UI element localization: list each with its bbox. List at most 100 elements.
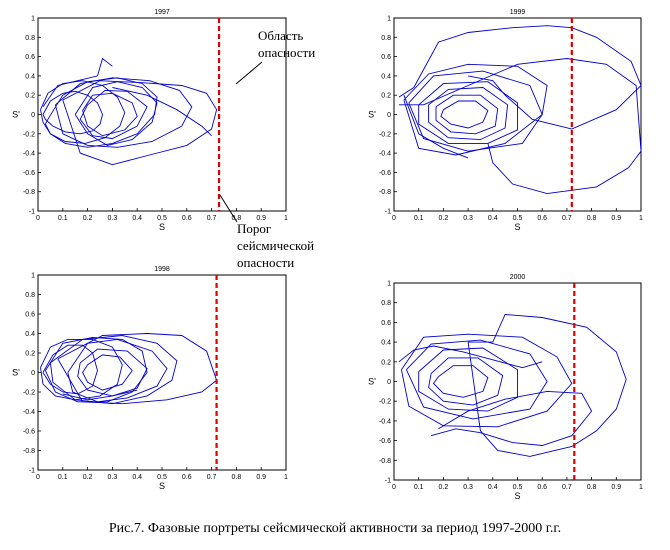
y-tick-label: -0.6 [23, 429, 35, 436]
trajectory-series-7 [74, 81, 158, 146]
y-tick-label: -0.2 [23, 131, 35, 138]
y-tick-label: 0.6 [25, 312, 35, 319]
y-tick-label: -1 [29, 209, 35, 216]
x-tick-label: 0.1 [58, 474, 68, 481]
x-tick-label: 0.2 [83, 215, 93, 222]
x-tick-label: 0.8 [232, 215, 242, 222]
y-tick-label: -1 [385, 478, 391, 485]
x-tick-label: 0.2 [439, 215, 449, 222]
y-tick-label: 0.2 [381, 359, 391, 366]
y-tick-label: 0.8 [381, 35, 391, 42]
series-group [398, 314, 627, 457]
trajectory-series-1 [428, 357, 504, 406]
series-group [40, 57, 218, 166]
annotation-danger-zone-line2: опасности [258, 45, 315, 60]
y-tick-label: -0.6 [379, 170, 391, 177]
x-tick-label: 0.6 [537, 215, 547, 222]
x-tick-label: 0.9 [611, 484, 621, 491]
x-tick-label: 0.7 [207, 474, 217, 481]
annotation-threshold-pointer [219, 194, 238, 223]
y-tick-label: -1 [29, 468, 35, 475]
x-tick-label: 0.6 [182, 215, 192, 222]
trajectory-series-8 [62, 389, 138, 401]
y-tick-label: 1 [31, 273, 35, 280]
annotation-threshold-line3: опасности [237, 255, 294, 270]
y-tick-label: 0.4 [381, 73, 391, 80]
y-tick-label: -0.6 [379, 438, 391, 445]
x-tick-label: 0.7 [207, 215, 217, 222]
trajectory-series-3 [49, 335, 178, 405]
y-tick-label: 0 [387, 379, 391, 386]
chart-1997: 0 0.1 0.2 0.3 0.4 0.5 0.6 0.7 0.8 0.9 1 1 0.8 0.6 0.4 0… [12, 9, 288, 232]
y-tick-label: -0.6 [23, 170, 35, 177]
y-tick-label: 0 [387, 112, 391, 119]
x-tick-label: 0.4 [488, 215, 498, 222]
trajectory-series-7 [398, 345, 543, 369]
trajectory-series-3 [418, 81, 518, 144]
y-tick-label: -0.8 [23, 189, 35, 196]
trajectory-series-0 [432, 365, 489, 398]
x-tick-label: 0 [392, 484, 396, 491]
x-tick-label: 0.5 [513, 484, 523, 491]
series-group [40, 333, 218, 405]
y-tick-label: -0.2 [23, 390, 35, 397]
x-tick-label: 0.1 [414, 484, 424, 491]
trajectory-series-0 [42, 344, 98, 395]
trajectory-series-0 [42, 90, 103, 135]
x-tick-label: 0.5 [513, 215, 523, 222]
x-tick-label: 0 [36, 474, 40, 481]
y-tick-label: 1 [31, 16, 35, 23]
x-tick-label: 0.1 [414, 215, 424, 222]
x-tick-label: 0.3 [463, 215, 473, 222]
trajectory-series-6 [430, 390, 593, 446]
y-tick-label: -0.4 [23, 409, 35, 416]
y-tick-label: 0.6 [25, 54, 35, 61]
x-tick-label: 0.8 [587, 484, 597, 491]
y-tick-label: 0 [31, 112, 35, 119]
y-tick-label: 1 [387, 16, 391, 23]
annotation-threshold-line1: Порог [237, 221, 271, 236]
y-tick-label: 0.8 [25, 292, 35, 299]
annotation-threshold-line2: сейсмической [237, 238, 314, 253]
x-tick-label: 0.8 [587, 215, 597, 222]
y-tick-label: 0 [31, 370, 35, 377]
trajectory-series-7 [398, 58, 641, 195]
chart-1999: 0 0.1 0.2 0.3 0.4 0.5 0.6 0.7 0.8 0.9 1 1 0.8 0.6 0.4 0… [368, 9, 643, 232]
x-tick-label: 1 [284, 474, 288, 481]
y-tick-label: 0.6 [381, 320, 391, 327]
x-tick-label: 0.6 [182, 474, 192, 481]
trajectory-series-8 [112, 87, 212, 137]
x-tick-label: 1 [284, 215, 288, 222]
x-tick-label: 0.4 [488, 484, 498, 491]
chart-1998: 0 0.1 0.2 0.3 0.4 0.5 0.6 0.7 0.8 0.9 1 1 0.8 0.6 0.4 0… [12, 266, 288, 491]
y-tick-label: 0.8 [25, 35, 35, 42]
chart-title: 1999 [510, 9, 526, 16]
y-tick-label: 0.6 [381, 54, 391, 61]
trajectory-series-7 [67, 338, 168, 403]
x-axis-label: S [514, 222, 520, 232]
x-tick-label: 0.9 [256, 215, 266, 222]
annotation-danger-zone-line1: Область [258, 28, 303, 43]
trajectory-series-5 [82, 354, 133, 391]
x-tick-label: 0 [392, 215, 396, 222]
trajectory-series-4 [62, 80, 218, 166]
chart-title: 1998 [154, 266, 170, 273]
x-tick-label: 0.7 [562, 484, 572, 491]
y-tick-label: 0.2 [25, 351, 35, 358]
trajectory-series-8 [403, 95, 469, 159]
y-tick-label: -0.8 [379, 189, 391, 196]
x-tick-label: 0.5 [157, 474, 167, 481]
plot-frame [37, 274, 287, 471]
x-tick-label: 0.4 [132, 215, 142, 222]
x-tick-label: 0 [36, 215, 40, 222]
y-tick-label: 0.4 [381, 340, 391, 347]
x-tick-label: 0.3 [108, 215, 118, 222]
y-tick-label: 0.4 [25, 73, 35, 80]
y-tick-label: -0.8 [23, 448, 35, 455]
x-tick-label: 0.7 [562, 215, 572, 222]
trajectory-series-5 [82, 92, 138, 137]
x-tick-label: 0.6 [537, 484, 547, 491]
y-tick-label: -0.2 [379, 399, 391, 406]
trajectory-series-5 [467, 314, 627, 457]
y-axis-label: S' [12, 110, 20, 120]
